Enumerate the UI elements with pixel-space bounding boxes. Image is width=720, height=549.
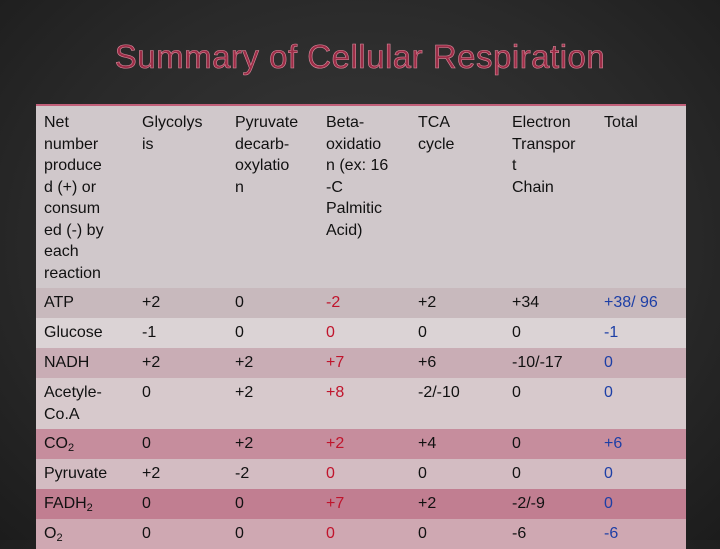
value-cell: 0 — [604, 465, 613, 482]
value-cell: 0 — [235, 525, 244, 542]
value-cell: 0 — [512, 324, 521, 341]
value-cell: -10/-17 — [512, 354, 563, 371]
row-label: O2 — [36, 519, 134, 549]
table-row: FADH2 0 0 +7 +2 -2/-9 0 — [36, 489, 686, 519]
subscript: 2 — [68, 442, 75, 454]
value-cell: +2 — [418, 495, 437, 512]
value-cell: 0 — [604, 495, 613, 512]
value-cell: 0 — [418, 525, 427, 542]
value-cell: +2 — [142, 354, 161, 371]
summary-table: Net number produce d (+) or consum ed (-… — [36, 104, 686, 549]
value-cell: +8 — [326, 384, 345, 401]
header-cell: Electron Transpor t Chain — [512, 114, 576, 196]
header-cell: TCA cycle — [418, 114, 455, 153]
value-cell: 0 — [512, 384, 521, 401]
table-row: Acetyle- Co.A 0 +2 +8 -2/-10 0 0 — [36, 378, 686, 429]
header-cell: Glycolys is — [142, 114, 203, 153]
cell-text: CO — [44, 435, 68, 452]
value-cell: 0 — [326, 465, 335, 482]
value-cell: +2 — [235, 384, 254, 401]
row-label: CO2 — [36, 429, 134, 459]
value-cell: +6 — [604, 435, 623, 452]
value-cell: 0 — [142, 525, 151, 542]
table-row: ATP +2 0 -2 +2 +34 +38/ 96 — [36, 288, 686, 318]
slide-title: Summary of Cellular Respiration — [114, 38, 606, 76]
value-cell: -2/-9 — [512, 495, 545, 512]
row-label: Pyruvate — [44, 465, 108, 482]
value-cell: 0 — [326, 324, 335, 341]
value-cell: -2/-10 — [418, 384, 460, 401]
value-cell: +7 — [326, 495, 345, 512]
header-row: Net number produce d (+) or consum ed (-… — [36, 105, 686, 288]
value-cell: 0 — [235, 324, 244, 341]
table-row: CO2 0 +2 +2 +4 0 +6 — [36, 429, 686, 459]
value-cell: 0 — [142, 495, 151, 512]
row-label: Acetyle- Co.A — [44, 384, 102, 423]
row-label: ATP — [44, 294, 74, 311]
value-cell: +34 — [512, 294, 540, 311]
value-cell: -2 — [235, 465, 250, 482]
row-label: FADH2 — [36, 489, 134, 519]
value-cell: 0 — [512, 435, 521, 452]
row-label: NADH — [44, 354, 90, 371]
value-cell: 0 — [512, 465, 521, 482]
value-cell: +2 — [235, 354, 254, 371]
value-cell: 0 — [235, 495, 244, 512]
header-cell: Pyruvate decarb- oxylatio n — [235, 114, 299, 196]
value-cell: +38/ 96 — [604, 294, 658, 311]
value-cell: +4 — [418, 435, 437, 452]
value-cell: 0 — [604, 384, 613, 401]
table-row: O2 0 0 0 0 -6 -6 — [36, 519, 686, 549]
subscript: 2 — [56, 532, 63, 544]
value-cell: 0 — [418, 465, 427, 482]
value-cell: +7 — [326, 354, 345, 371]
value-cell: +6 — [418, 354, 437, 371]
value-cell: -6 — [604, 525, 619, 542]
value-cell: -2 — [326, 294, 341, 311]
value-cell: +2 — [326, 435, 345, 452]
value-cell: -1 — [604, 324, 619, 341]
value-cell: +2 — [142, 294, 161, 311]
header-cell: Net number produce d (+) or consum ed (-… — [44, 114, 104, 282]
table-row: NADH +2 +2 +7 +6 -10/-17 0 — [36, 348, 686, 378]
cell-text: FADH — [44, 495, 87, 512]
value-cell: +2 — [418, 294, 437, 311]
value-cell: 0 — [142, 435, 151, 452]
header-cell: Total — [604, 114, 638, 131]
table-row: Glucose -1 0 0 0 0 -1 — [36, 318, 686, 348]
table-row: Pyruvate +2 -2 0 0 0 0 — [36, 459, 686, 489]
header-cell: Beta- oxidatio n (ex: 16 -C Palmitic Aci… — [326, 114, 389, 239]
value-cell: 0 — [326, 525, 335, 542]
value-cell: -1 — [142, 324, 157, 341]
value-cell: +2 — [142, 465, 161, 482]
value-cell: 0 — [235, 294, 244, 311]
value-cell: 0 — [418, 324, 427, 341]
value-cell: +2 — [235, 435, 254, 452]
subscript: 2 — [86, 502, 93, 514]
value-cell: 0 — [142, 384, 151, 401]
cell-text: O — [44, 525, 57, 542]
value-cell: 0 — [604, 354, 613, 371]
value-cell: -6 — [512, 525, 527, 542]
row-label: Glucose — [44, 324, 103, 341]
